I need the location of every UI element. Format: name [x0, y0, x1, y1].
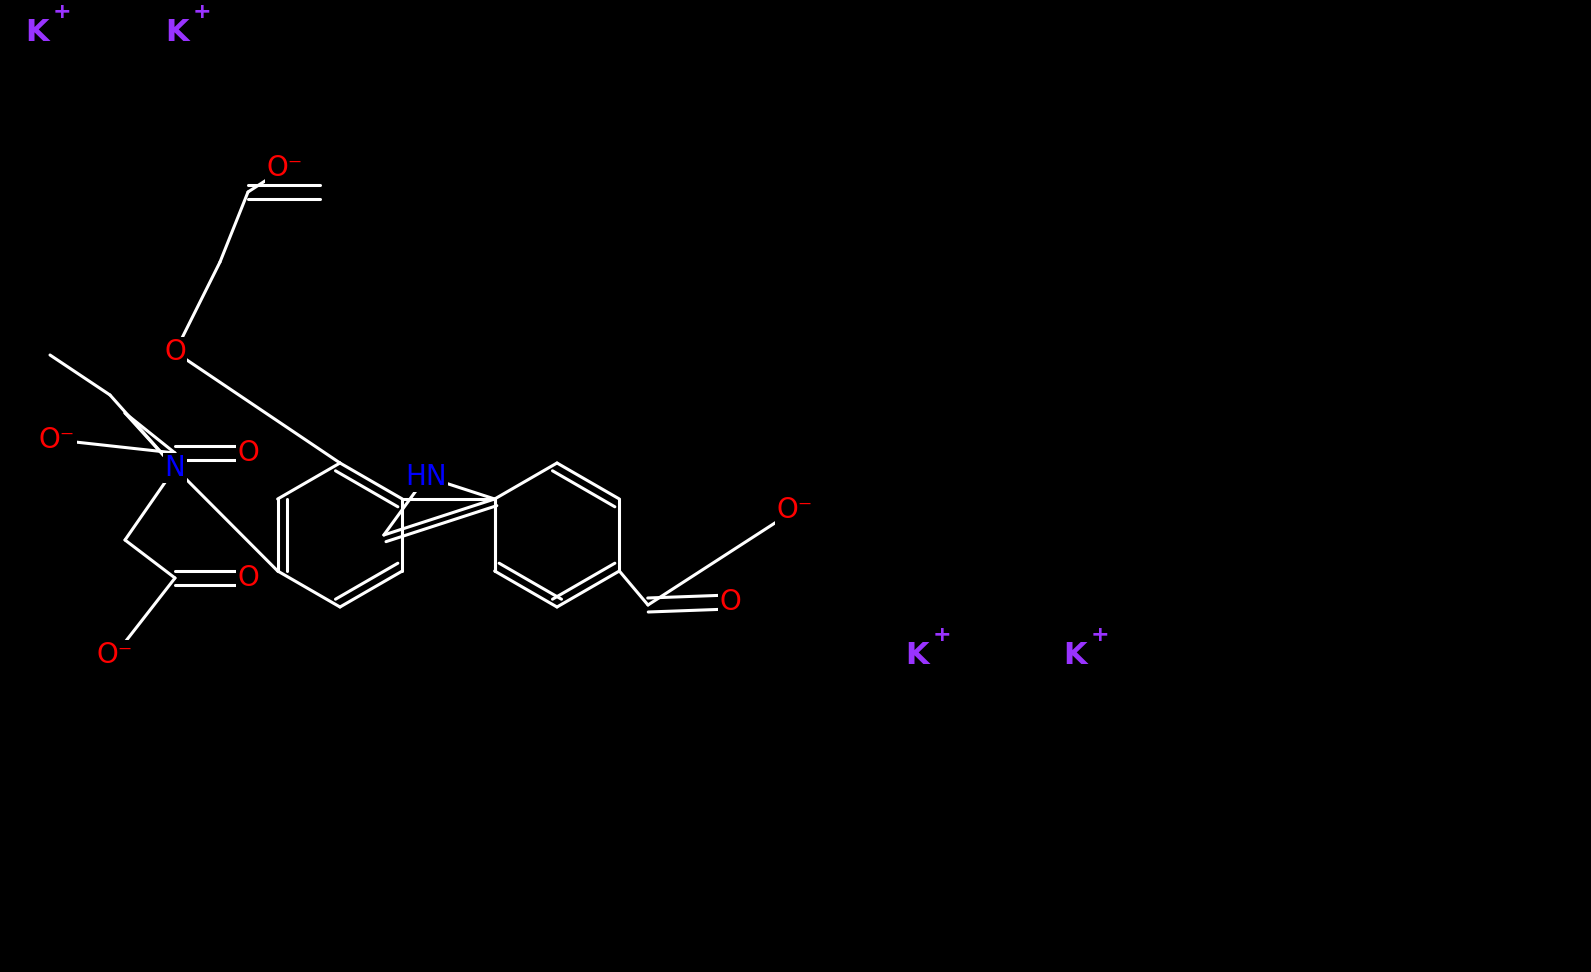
Text: +: +: [1091, 625, 1109, 645]
Text: O: O: [719, 588, 741, 616]
Text: K: K: [1063, 641, 1087, 670]
Text: O: O: [237, 564, 259, 592]
Text: O: O: [164, 338, 186, 366]
Text: K: K: [165, 17, 189, 47]
Text: +: +: [53, 2, 72, 22]
Text: O: O: [237, 439, 259, 467]
Text: HN: HN: [406, 463, 447, 491]
Text: K: K: [25, 17, 49, 47]
Text: O⁻: O⁻: [97, 641, 134, 669]
Text: +: +: [932, 625, 951, 645]
Text: O⁻: O⁻: [776, 496, 813, 524]
Text: +: +: [193, 2, 212, 22]
Text: O⁻: O⁻: [38, 426, 75, 454]
Text: O⁻: O⁻: [267, 154, 304, 182]
Text: N: N: [164, 454, 186, 482]
Text: K: K: [905, 641, 929, 670]
